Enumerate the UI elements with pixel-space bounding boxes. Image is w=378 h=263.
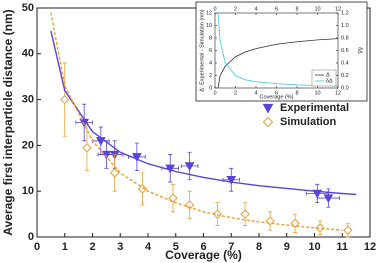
x-tick-label: 11 bbox=[336, 241, 348, 253]
marker bbox=[323, 194, 334, 204]
y-tick-label: 4 bbox=[209, 60, 212, 66]
x-top-tick-label: 12 bbox=[335, 6, 341, 12]
marker bbox=[343, 225, 353, 235]
inset-y-title: Δ: Experimental - Simulation (nm) bbox=[199, 9, 205, 91]
x-tick-label: 12 bbox=[364, 241, 376, 253]
y-tick-label: 20 bbox=[22, 139, 34, 151]
y-tick-label: 6 bbox=[209, 48, 212, 54]
marker bbox=[240, 209, 250, 219]
y2-tick-label: 1.0 bbox=[341, 23, 349, 29]
y-tick-label: 12 bbox=[206, 10, 212, 16]
marker bbox=[82, 142, 92, 153]
y-tick-label: 8 bbox=[209, 35, 212, 41]
x-top-tick-label: 8 bbox=[295, 6, 298, 12]
x-top-tick-label: 0 bbox=[213, 6, 216, 12]
x-tick-label: 9 bbox=[284, 241, 290, 253]
y2-tick-label: 1.2 bbox=[341, 10, 349, 16]
fit-line bbox=[50, 30, 357, 196]
legend-marker bbox=[262, 116, 274, 128]
y-tick-label: 50 bbox=[22, 2, 34, 14]
marker bbox=[184, 162, 195, 172]
x-tick-label: 1 bbox=[62, 241, 68, 253]
legend-label: Experimental bbox=[280, 102, 349, 114]
y2-tick-label: 0.8 bbox=[341, 35, 349, 41]
y2-tick-label: 0.6 bbox=[341, 48, 349, 54]
y2-tick-label: 0.4 bbox=[341, 60, 349, 66]
y-tick-label: 10 bbox=[206, 23, 212, 29]
x-tick-label: 2 bbox=[234, 90, 237, 96]
x-tick-label: 7 bbox=[228, 241, 234, 253]
x-tick-label: 2 bbox=[89, 241, 95, 253]
inset-legend-box bbox=[311, 69, 337, 87]
x-tick-label: 4 bbox=[254, 90, 257, 96]
x-tick-label: 6 bbox=[200, 241, 206, 253]
y-tick-label: 40 bbox=[22, 48, 34, 60]
y-tick-label: 0 bbox=[28, 231, 34, 243]
y2-tick-label: 0.2 bbox=[341, 73, 349, 79]
x-tick-label: 8 bbox=[256, 241, 262, 253]
y-axis-title: Average first interparticle distance (nm… bbox=[1, 9, 15, 235]
legend-label: δΔ bbox=[326, 78, 333, 84]
x-axis-title: Coverage (%) bbox=[165, 248, 242, 262]
x-tick-label: 10 bbox=[314, 90, 320, 96]
inset-x-title: Coverage (%) bbox=[260, 94, 294, 100]
x-tick-label: 12 bbox=[335, 90, 341, 96]
fit-line bbox=[50, 12, 343, 231]
x-tick-label: 8 bbox=[295, 90, 298, 96]
y-tick-label: 10 bbox=[22, 185, 34, 197]
x-top-tick-label: 2 bbox=[234, 6, 237, 12]
x-top-tick-label: 4 bbox=[254, 6, 257, 12]
inset-frame bbox=[195, 1, 368, 102]
marker bbox=[226, 176, 237, 185]
marker bbox=[132, 153, 142, 162]
fit-line bbox=[217, 12, 339, 87]
x-tick-label: 6 bbox=[275, 90, 278, 96]
x-tick-label: 0 bbox=[213, 90, 216, 96]
marker bbox=[60, 94, 70, 105]
fit-line bbox=[217, 38, 339, 89]
x-top-tick-label: 6 bbox=[275, 6, 278, 12]
inset-y2-title: δΔ bbox=[357, 47, 363, 54]
marker bbox=[109, 168, 120, 178]
y-tick-label: 0 bbox=[209, 85, 212, 91]
y2-tick-label: 0.0 bbox=[341, 85, 349, 91]
x-tick-label: 4 bbox=[145, 241, 152, 253]
y-tick-label: 30 bbox=[22, 94, 34, 106]
legend-label: Simulation bbox=[280, 116, 337, 128]
x-tick-label: 10 bbox=[308, 241, 320, 253]
x-top-tick-label: 10 bbox=[314, 6, 320, 12]
marker bbox=[184, 200, 195, 210]
x-tick-label: 5 bbox=[173, 241, 179, 253]
x-tick-label: 0 bbox=[34, 241, 40, 253]
legend-marker bbox=[262, 103, 274, 114]
marker bbox=[137, 184, 148, 194]
marker bbox=[315, 223, 325, 233]
x-tick-label: 3 bbox=[117, 241, 123, 253]
legend-label: Δ bbox=[326, 72, 330, 78]
y-tick-label: 2 bbox=[209, 73, 212, 79]
